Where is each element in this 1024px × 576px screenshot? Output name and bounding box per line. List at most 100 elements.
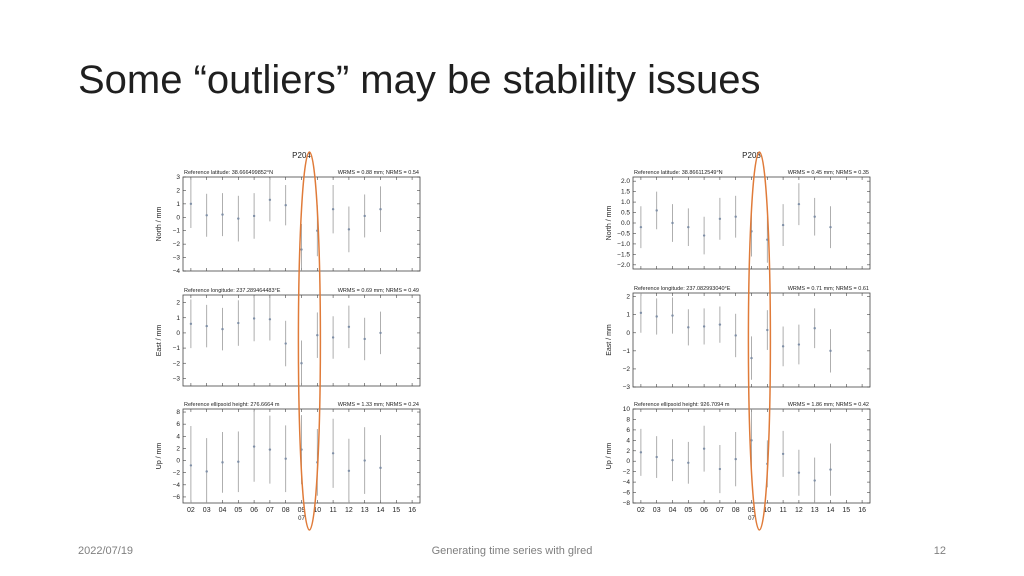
x-tick-label: 04 [219,507,227,514]
highlight-ellipse [297,151,322,531]
panel-east: Reference longitude: 237.289464483°E WRMS… [156,288,421,387]
stats-label: WRMS = 0.88 mm; NRMS = 0.54 [338,170,419,176]
footer-date: 2022/07/19 [78,545,134,557]
reference-label: Reference latitude: 38.666499852°N [184,170,273,176]
data-point [734,334,737,337]
y-tick-label: −3 [623,384,631,391]
x-tick-label: 16 [408,507,416,514]
x-tick-label: 12 [345,507,353,514]
data-point [331,452,335,455]
data-point [237,321,240,325]
y-tick-label: −6 [623,490,631,497]
data-point [671,314,674,317]
data-point [718,467,722,471]
y-tick-label: −2 [623,469,631,476]
y-tick-label: 4 [176,433,180,440]
x-tick-label: 06 [700,507,708,514]
y-tick-label: 1.5 [621,189,630,196]
y-tick-label: −2 [173,241,181,248]
data-point [797,343,801,346]
panel-up: Reference ellipsoid height: 926.7094 m WR… [606,402,871,507]
data-point [189,202,193,206]
y-tick-label: −2.0 [617,262,630,269]
y-axis-label: North / mm [156,207,163,242]
data-point [237,460,240,463]
reference-label: Reference ellipsoid height: 276.6664 m [184,402,280,408]
x-tick-label: 07 [266,507,274,514]
data-point [205,214,208,217]
y-tick-label: 4 [626,437,630,444]
data-point [316,333,319,337]
x-tick-label: 07 [716,507,724,514]
station-chart-p204: P204 Reference latitude: 38.666499852°N WR… [156,151,421,531]
data-point [750,356,753,360]
data-point [189,322,193,326]
data-point [781,223,785,227]
y-tick-label: 6 [626,427,630,434]
stats-label: WRMS = 0.45 mm; NRMS = 0.35 [788,170,869,176]
data-point [813,215,816,218]
data-point [687,461,690,464]
y-tick-label: −1 [173,228,181,235]
x-tick-label: 11 [779,507,786,514]
y-tick-label: −1 [623,348,631,355]
y-tick-label: 0 [626,458,630,465]
y-tick-label: 1 [176,315,180,322]
x-tick-label: 02 [187,507,195,514]
data-point [379,331,382,335]
panel-north: Reference latitude: 38.666499852°N WRMS =… [156,170,421,275]
x-tick-label: 09 [748,507,756,514]
y-tick-label: −6 [173,494,181,501]
x-tick-label: 13 [361,507,369,514]
data-point [781,452,785,456]
y-axis-label: Up / mm [156,443,163,470]
y-tick-label: 2 [176,187,180,194]
panel-north: Reference latitude: 38.866112549°N WRMS =… [606,170,871,270]
x-tick-label: 06 [250,507,258,514]
data-point [252,445,256,448]
y-tick-label: −4 [173,268,181,275]
x-tick-label: 05 [684,507,692,514]
slide-title: Some “outliers” may be stability issues [78,58,761,102]
y-tick-label: 0 [176,214,180,221]
data-point [268,448,272,451]
data-point [379,466,382,470]
x-tick-label: 03 [203,507,211,514]
data-point [797,471,801,474]
data-point [189,464,193,467]
y-tick-label: 8 [176,409,180,416]
data-point [347,469,351,473]
highlight-ellipse [747,151,772,531]
data-point [829,225,832,229]
data-point [284,204,287,207]
data-point [252,317,256,320]
x-tick-label: 08 [732,507,740,514]
data-point [734,215,737,218]
data-point [252,214,256,218]
station-title: P203 [742,151,761,160]
data-point [829,349,832,353]
data-point [813,327,816,330]
data-point [379,208,382,211]
data-point [750,439,753,442]
y-tick-label: 8 [626,416,630,423]
y-axis-label: North / mm [606,206,613,241]
y-tick-label: −2 [623,366,631,373]
panel-east: Reference longitude: 237.082993040°E WRMS… [606,286,871,391]
y-tick-label: −2 [173,470,181,477]
y-tick-label: −2 [173,360,181,367]
data-point [687,326,690,329]
data-point [639,225,643,229]
data-point [687,225,690,229]
data-point [221,461,224,464]
y-tick-label: 1 [176,201,180,208]
data-point [268,318,272,321]
data-point [221,327,224,331]
data-point [205,324,208,328]
y-tick-label: 0.0 [621,220,630,227]
data-point [734,457,737,461]
y-tick-label: 2 [176,445,180,452]
data-point [781,345,785,348]
data-point [718,323,722,326]
